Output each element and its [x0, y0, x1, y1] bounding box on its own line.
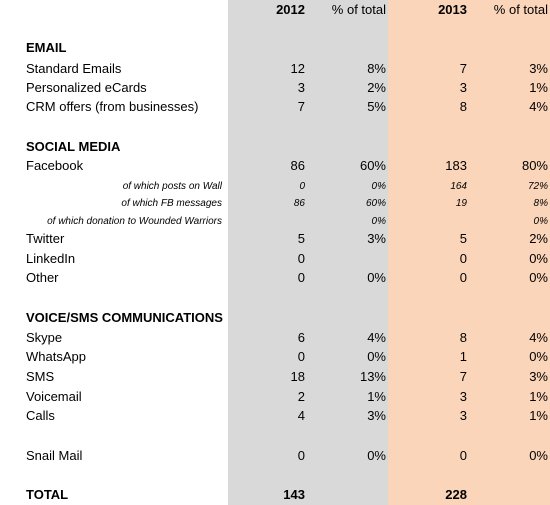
cell-value: 0 [459, 270, 467, 285]
cell-value: 0% [529, 349, 548, 364]
item-label: CRM offers (from businesses) [26, 99, 199, 114]
cell-value: 3 [459, 80, 467, 95]
cell-value: 0% [371, 181, 386, 192]
item-label: SMS [26, 369, 55, 384]
cell-value: 2 [297, 389, 305, 404]
cell-value: 3% [529, 61, 548, 76]
cell-value: 4 [297, 408, 305, 423]
sub-row-label: of which posts on Wall [122, 181, 222, 192]
cell-value: 0% [371, 216, 386, 227]
column-header: 2013 [438, 2, 467, 17]
cell-value: 0 [297, 349, 305, 364]
section-label: EMAIL [26, 40, 67, 55]
column-header: % of total [331, 2, 386, 17]
cell-value: 7 [459, 61, 467, 76]
item-label: Skype [26, 330, 63, 345]
cell-value: 0 [297, 448, 305, 463]
cell-value: 3% [367, 231, 386, 246]
cell-value: 0 [297, 270, 305, 285]
cell-value: 5 [459, 231, 467, 246]
cell-value: 1% [529, 80, 548, 95]
cell-value: 0% [529, 448, 548, 463]
item-label: Calls [26, 408, 55, 423]
item-label: Voicemail [26, 389, 82, 404]
cell-value: 164 [450, 181, 467, 192]
cell-value: 60% [359, 158, 386, 173]
cell-value: 12 [290, 61, 305, 76]
cell-value: 143 [283, 487, 305, 502]
cell-value: 0 [459, 251, 467, 266]
cell-value: 0 [299, 181, 305, 192]
cell-value: 183 [445, 158, 467, 173]
section-label: VOICE/SMS COMMUNICATIONS [26, 310, 223, 325]
cell-value: 1% [529, 408, 548, 423]
cell-value: 3 [459, 408, 467, 423]
cell-value: 0% [367, 270, 386, 285]
item-label: Personalized eCards [26, 80, 147, 95]
column-2013-bg [388, 0, 550, 505]
sub-row-label: of which donation to Wounded Warriors [47, 216, 222, 227]
sub-row-label: of which FB messages [121, 198, 222, 209]
cell-value: 86 [290, 158, 305, 173]
column-header: 2012 [276, 2, 305, 17]
cell-value: 5 [297, 231, 305, 246]
cell-value: 60% [365, 198, 386, 209]
cell-value: 18 [290, 369, 305, 384]
column-header: % of total [493, 2, 548, 17]
cell-value: 72% [527, 181, 548, 192]
cell-value: 2% [367, 80, 386, 95]
cell-value: 0 [459, 448, 467, 463]
cell-value: 3% [367, 408, 386, 423]
cell-value: 8% [533, 198, 548, 209]
cell-value: 0% [529, 270, 548, 285]
total-label: TOTAL [26, 487, 69, 502]
cell-value: 7 [297, 99, 305, 114]
cell-value: 4% [529, 330, 548, 345]
item-label: Twitter [26, 231, 65, 246]
cell-value: 7 [459, 369, 467, 384]
cell-value: 2% [529, 231, 548, 246]
cell-value: 0% [533, 216, 548, 227]
cell-value: 3% [529, 369, 548, 384]
column-2012-bg [228, 0, 388, 505]
section-label: SOCIAL MEDIA [26, 139, 121, 154]
cell-value: 3 [297, 80, 305, 95]
cell-value: 1% [367, 389, 386, 404]
item-label: Other [26, 270, 59, 285]
item-label: Facebook [26, 158, 84, 173]
cell-value: 6 [297, 330, 305, 345]
item-label: Snail Mail [26, 448, 83, 463]
cell-value: 8% [367, 61, 386, 76]
cell-value: 4% [367, 330, 386, 345]
cell-value: 19 [455, 198, 467, 209]
cell-value: 86 [293, 198, 305, 209]
cell-value: 13% [359, 369, 386, 384]
cell-value: 228 [445, 487, 467, 502]
cell-value: 5% [367, 99, 386, 114]
cell-value: 8 [459, 330, 467, 345]
item-label: WhatsApp [26, 349, 86, 364]
cell-value: 4% [529, 99, 548, 114]
item-label: LinkedIn [26, 251, 76, 266]
item-label: Standard Emails [26, 61, 122, 76]
cell-value: 0% [367, 349, 386, 364]
cell-value: 0 [297, 251, 305, 266]
cell-value: 3 [459, 389, 467, 404]
cell-value: 1 [459, 349, 467, 364]
cell-value: 8 [459, 99, 467, 114]
cell-value: 80% [521, 158, 548, 173]
cell-value: 0% [529, 251, 548, 266]
cell-value: 0% [367, 448, 386, 463]
cell-value: 1% [529, 389, 548, 404]
